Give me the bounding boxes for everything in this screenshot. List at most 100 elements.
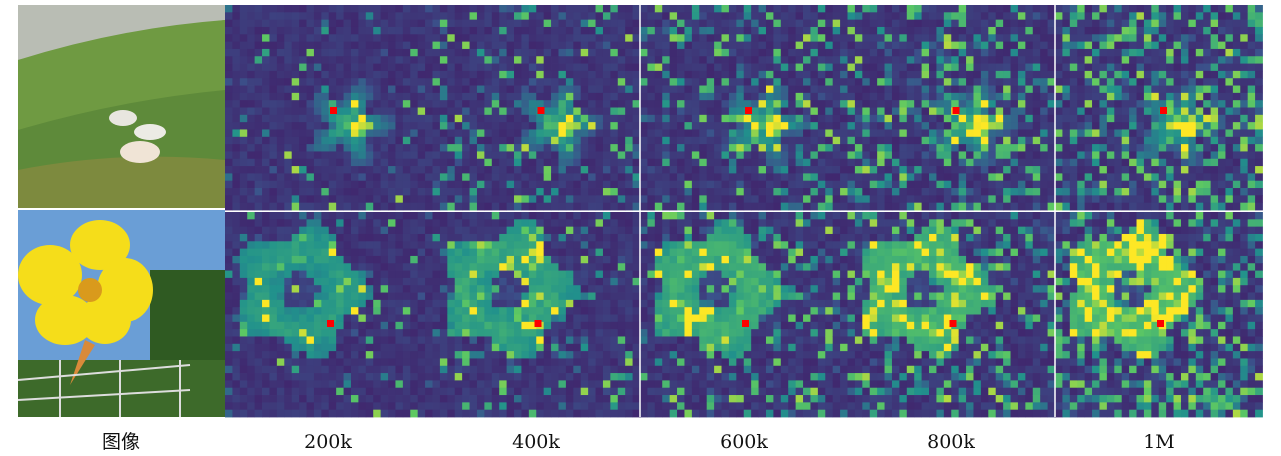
heatmap-cell xyxy=(781,344,789,352)
heatmap-cell xyxy=(662,12,670,20)
heatmap-cell xyxy=(818,234,826,242)
heatmap-cell xyxy=(492,188,500,196)
heatmap-cell xyxy=(877,159,885,167)
heatmap-cell xyxy=(862,86,870,94)
heatmap-cell xyxy=(796,159,804,167)
heatmap-cell xyxy=(477,71,485,79)
heatmap-cell xyxy=(662,34,670,42)
heatmap-cell xyxy=(596,137,604,145)
heatmap-cell xyxy=(484,115,492,123)
heatmap-cell xyxy=(736,203,744,211)
heatmap-cell xyxy=(232,336,240,344)
heatmap-cell xyxy=(707,100,715,108)
heatmap-cell xyxy=(470,71,478,79)
heatmap-cell xyxy=(699,249,707,257)
heatmap-cell xyxy=(262,402,270,410)
heatmap-cell xyxy=(788,34,796,42)
heatmap-cell xyxy=(914,86,922,94)
heatmap-cell xyxy=(536,181,544,189)
heatmap-cell xyxy=(307,219,315,227)
heatmap-cell xyxy=(714,195,722,203)
heatmap-cell xyxy=(573,20,581,28)
heatmap-cell xyxy=(610,203,618,211)
heatmap-cell xyxy=(447,241,455,249)
heatmap-cell xyxy=(388,56,396,64)
heatmap-cell xyxy=(507,388,515,396)
heatmap-cell xyxy=(736,358,744,366)
heatmap-cell xyxy=(470,181,478,189)
heatmap-cell xyxy=(536,293,544,301)
heatmap-cell xyxy=(425,373,433,381)
heatmap-cell xyxy=(262,49,270,57)
heatmap-cell xyxy=(788,380,796,388)
heatmap-cell xyxy=(255,56,263,64)
heatmap-cell xyxy=(381,293,389,301)
heatmap-cell xyxy=(729,49,737,57)
heatmap-cell xyxy=(225,137,233,145)
heatmap-cell xyxy=(551,300,559,308)
heatmap-cell xyxy=(544,42,552,50)
heatmap-cell xyxy=(707,64,715,72)
heatmap-cell xyxy=(677,129,685,137)
heatmap-cell xyxy=(610,115,618,123)
heatmap-cell xyxy=(655,358,663,366)
heatmap-cell xyxy=(877,129,885,137)
heatmap-cell xyxy=(603,188,611,196)
heatmap-cell xyxy=(610,410,618,418)
heatmap-cell xyxy=(781,71,789,79)
heatmap-cell xyxy=(729,12,737,20)
heatmap-cell xyxy=(336,285,344,293)
heatmap-cell xyxy=(455,129,463,137)
heatmap-cell xyxy=(773,42,781,50)
heatmap-cell xyxy=(810,227,818,235)
heatmap-cell xyxy=(425,344,433,352)
heatmap-cell xyxy=(232,380,240,388)
heatmap-cell xyxy=(618,351,626,359)
heatmap-cell xyxy=(395,307,403,315)
heatmap-cell xyxy=(744,227,752,235)
heatmap-cell xyxy=(788,49,796,57)
heatmap-cell xyxy=(566,159,574,167)
heatmap-cell xyxy=(610,93,618,101)
heatmap-cell xyxy=(269,293,277,301)
heatmap-cell xyxy=(603,227,611,235)
heatmap-cell xyxy=(262,86,270,94)
heatmap-cell xyxy=(418,49,426,57)
heatmap-cell xyxy=(759,137,767,145)
heatmap-cell xyxy=(358,293,366,301)
heatmap-cell xyxy=(329,293,337,301)
heatmap-cell xyxy=(329,402,337,410)
heatmap-cell xyxy=(877,166,885,174)
heatmap-cell xyxy=(462,285,470,293)
heatmap-cell xyxy=(269,108,277,116)
heatmap-cell xyxy=(492,227,500,235)
heatmap-cell xyxy=(373,71,381,79)
heatmap-cell xyxy=(699,315,707,323)
heatmap-cell xyxy=(655,344,663,352)
heatmap-cell xyxy=(655,293,663,301)
heatmap-cell xyxy=(240,5,248,13)
heatmap-cell xyxy=(848,166,856,174)
heatmap-cell xyxy=(722,227,730,235)
heatmap-cell xyxy=(551,181,559,189)
heatmap-cell xyxy=(269,249,277,257)
heatmap-cell xyxy=(633,56,641,64)
heatmap-cell xyxy=(899,108,907,116)
heatmap-cell xyxy=(536,300,544,308)
heatmap-cell xyxy=(707,12,715,20)
heatmap-cell xyxy=(655,5,663,13)
heatmap-cell xyxy=(418,395,426,403)
heatmap-cell xyxy=(722,42,730,50)
heatmap-cell xyxy=(722,234,730,242)
heatmap-cell xyxy=(366,358,374,366)
heatmap-cell xyxy=(366,166,374,174)
heatmap-cell xyxy=(536,56,544,64)
heatmap-cell xyxy=(714,293,722,301)
heatmap-cell xyxy=(269,234,277,242)
heatmap-cell xyxy=(766,263,774,271)
heatmap-cell xyxy=(521,78,529,86)
heatmap-cell xyxy=(366,241,374,249)
heatmap-cell xyxy=(647,307,655,315)
heatmap-cell xyxy=(247,27,255,35)
heatmap-cell xyxy=(351,86,359,94)
